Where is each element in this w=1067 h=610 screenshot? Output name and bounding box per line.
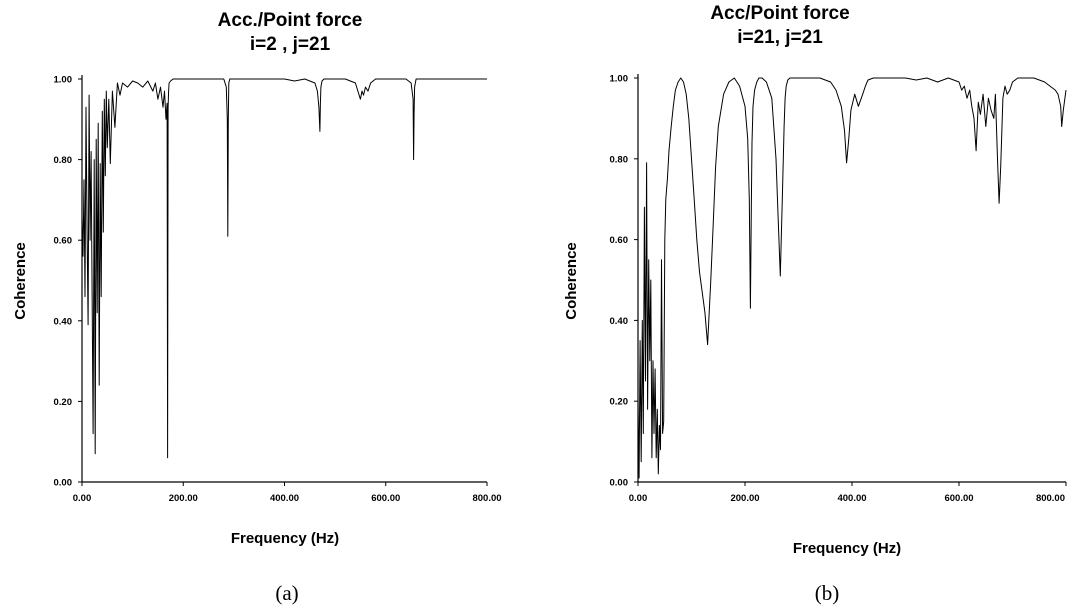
y-tick-label: 0.00 <box>610 478 629 489</box>
plot-area: 0.00 0.20 0.40 0.60 0.80 1.00 0.00 200.00 400.00… <box>54 75 502 505</box>
y-tick-label: 0.40 <box>610 316 629 327</box>
x-tick-label: 0.00 <box>73 493 92 504</box>
x-tick-label: 400.00 <box>837 493 866 504</box>
figure-caption: (b) <box>815 581 840 605</box>
y-tick-label: 0.20 <box>54 397 73 408</box>
x-axis-label: Frequency (Hz) <box>793 540 901 557</box>
x-tick-label: 600.00 <box>944 493 973 504</box>
coherence-series-line <box>81 78 487 459</box>
y-axis-label: Coherence <box>563 242 580 320</box>
chart-a: Acc./Point force i=2 , j=21 0.00 0.20 0.40… <box>12 10 502 605</box>
x-tick-label: 600.00 <box>371 493 400 504</box>
x-axis-label: Frequency (Hz) <box>231 530 339 547</box>
chart-title-line2: i=21, j=21 <box>737 27 823 48</box>
x-tick-label: 200.00 <box>169 493 198 504</box>
y-tick-label: 0.00 <box>54 478 73 489</box>
y-tick-label: 1.00 <box>54 75 73 86</box>
x-tick-label: 0.00 <box>629 493 648 504</box>
y-tick-label: 0.60 <box>54 236 73 247</box>
y-tick-label: 0.60 <box>610 235 629 246</box>
figure-caption: (a) <box>275 581 298 605</box>
x-tick-label: 200.00 <box>730 493 759 504</box>
coherence-series-line <box>637 77 1067 479</box>
y-tick-label: 0.40 <box>54 316 73 327</box>
x-tick-label: 800.00 <box>472 493 501 504</box>
chart-b: Acc/Point force i=21, j=21 0.000.200.400… <box>563 3 1067 605</box>
x-tick-label: 400.00 <box>270 493 299 504</box>
plot-area: 0.00 0.20 0.40 0.60 0.80 1.00 0.00 200.00 400.00… <box>610 74 1067 504</box>
chart-title-line1: Acc/Point force <box>710 3 849 24</box>
y-tick-label: 0.80 <box>610 154 629 165</box>
y-tick-label: 0.80 <box>54 155 73 166</box>
x-tick-label: 800.00 <box>1036 493 1065 504</box>
chart-title-line1: Acc./Point force <box>218 10 363 31</box>
y-tick-label: 1.00 <box>610 74 629 85</box>
y-tick-label: 0.20 <box>610 397 629 408</box>
y-axis-label: Coherence <box>12 242 29 320</box>
chart-title-line2: i=2 , j=21 <box>250 34 331 55</box>
